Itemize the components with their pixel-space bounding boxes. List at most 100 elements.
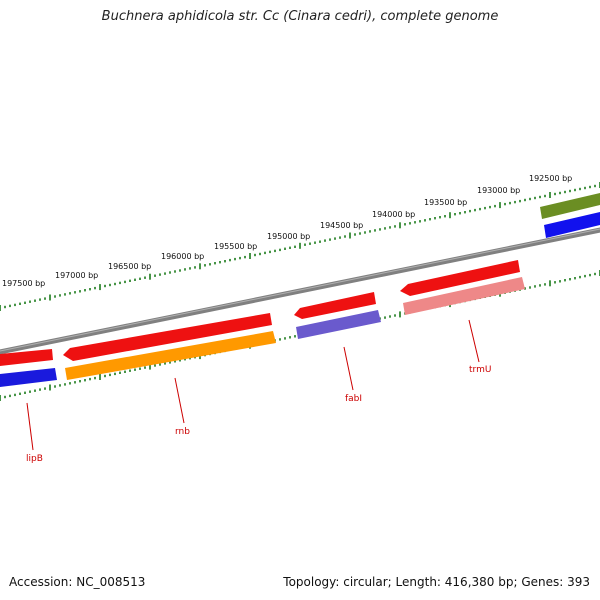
scale-tick	[159, 273, 161, 276]
scale-tick	[234, 257, 236, 261]
scale-tick	[584, 186, 586, 190]
scale-tick	[19, 392, 21, 395]
scale-tick	[284, 337, 286, 340]
scale-tick	[549, 280, 551, 287]
scale-tick	[289, 246, 291, 249]
scale-tick	[469, 209, 471, 213]
scale-tick	[34, 389, 36, 392]
scale-tick	[14, 393, 16, 397]
scale-tick	[189, 267, 191, 270]
scale-tick	[294, 335, 296, 338]
scale-tick	[94, 286, 96, 290]
scale-tick	[39, 388, 41, 391]
scale-tick	[0, 395, 1, 401]
gene-features	[0, 193, 600, 387]
scale-tick	[89, 288, 91, 291]
gene-label-trmU[interactable]: trmU	[469, 365, 491, 375]
scale-tick	[354, 233, 356, 236]
scale-tick	[104, 374, 106, 378]
scale-tick	[194, 266, 196, 269]
gene-arrow[interactable]	[63, 313, 272, 361]
gene-arrow[interactable]	[294, 292, 376, 319]
gene-arrow[interactable]	[540, 193, 600, 219]
scale-tick	[549, 192, 551, 198]
scale-label: 196500 bp	[108, 262, 151, 271]
scale-tick	[184, 358, 186, 361]
scale-tick	[464, 211, 466, 214]
scale-tick	[29, 390, 31, 393]
scale-tick	[104, 284, 106, 288]
scale-tick	[79, 290, 81, 293]
gene-arrow[interactable]	[403, 277, 525, 315]
scale-tick	[394, 314, 396, 317]
scale-tick	[384, 316, 386, 319]
scale-tick	[284, 247, 286, 250]
scale-tick	[199, 263, 201, 270]
scale-tick	[139, 277, 141, 280]
scale-tick	[64, 293, 66, 296]
scale-tick	[529, 197, 531, 201]
genome-backbone-highlight	[0, 228, 600, 352]
scale-tick	[94, 376, 96, 380]
scale-label: 195500 bp	[214, 242, 257, 251]
scale-tick	[584, 274, 586, 278]
scale-tick	[504, 202, 506, 206]
scale-tick	[309, 242, 311, 245]
scale-tick	[254, 253, 256, 257]
scale-tick	[259, 252, 261, 256]
scale-tick	[49, 294, 51, 301]
scale-tick	[594, 184, 596, 188]
scale-tick	[154, 274, 156, 277]
gene-label-fabI[interactable]: fabI	[345, 394, 362, 404]
scale-tick	[99, 284, 101, 291]
scale-tick	[89, 377, 91, 381]
scale-tick	[489, 205, 491, 209]
scale-tick	[249, 253, 251, 259]
scale-tick	[389, 226, 391, 229]
scale-tick	[434, 217, 436, 220]
scale-tick	[54, 295, 56, 298]
scale-tick	[134, 278, 136, 281]
scale-tick	[244, 255, 246, 259]
gene-arrow[interactable]	[0, 368, 57, 387]
scale-tick	[569, 278, 571, 281]
scale-tick	[409, 222, 411, 225]
scale-tick	[9, 394, 11, 398]
scale-tick	[569, 189, 571, 193]
scale-tick	[134, 368, 136, 371]
scale-tick	[444, 215, 446, 218]
gene-label-lipB[interactable]: lipB	[26, 454, 43, 464]
scale-tick	[24, 391, 26, 394]
scale-tick	[264, 251, 266, 255]
gene-label-rnb[interactable]: rnb	[175, 427, 190, 437]
scale-tick	[34, 299, 36, 302]
scale-label: 194000 bp	[372, 210, 415, 219]
scale-tick	[324, 239, 326, 242]
outer-scale-ticks	[0, 182, 600, 311]
scale-tick	[479, 207, 481, 211]
scale-tick	[79, 380, 81, 383]
gene-arrow[interactable]	[296, 310, 381, 339]
scale-tick	[4, 395, 6, 399]
scale-tick	[269, 250, 271, 254]
scale-tick	[539, 284, 541, 287]
gene-arrow[interactable]	[400, 260, 520, 296]
accession-text: Accession: NC_008513	[9, 575, 146, 589]
gene-arrow[interactable]	[65, 331, 276, 380]
scale-tick	[394, 225, 396, 228]
scale-tick	[239, 256, 241, 260]
scale-tick	[99, 374, 101, 380]
scale-tick	[109, 373, 111, 377]
scale-tick	[174, 270, 176, 273]
scale-tick	[439, 216, 441, 219]
scale-tick	[29, 300, 31, 303]
scale-tick	[184, 268, 186, 271]
scale-tick	[39, 298, 41, 301]
scale-label: 192500 bp	[529, 174, 572, 183]
gene-arrow[interactable]	[0, 349, 53, 366]
scale-tick	[224, 260, 226, 263]
gene-labels: lipB rnb fabI trmU	[26, 365, 491, 464]
scale-tick	[554, 192, 556, 196]
scale-tick	[149, 273, 151, 280]
gene-arrow[interactable]	[544, 212, 600, 238]
